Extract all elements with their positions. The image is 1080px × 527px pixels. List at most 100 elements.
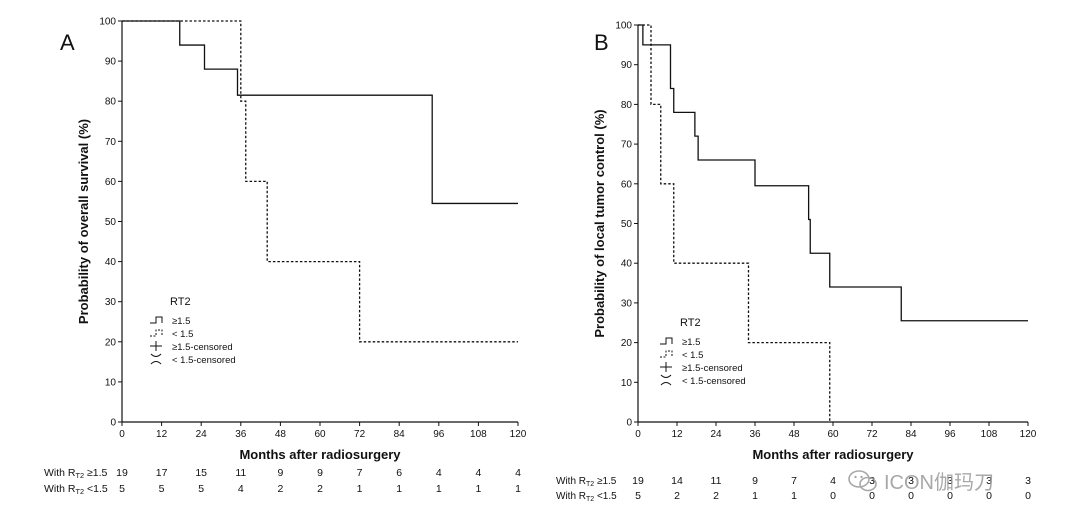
risk-table-value: 6 <box>396 467 402 479</box>
x-tick-label: 108 <box>981 429 998 440</box>
risk-table-value: 0 <box>1025 490 1031 502</box>
risk-table-row-label: With RT2 <1.5 <box>556 491 617 503</box>
risk-table-value: 4 <box>830 475 836 487</box>
x-tick-label: 0 <box>635 429 641 440</box>
risk-table-value: 3 <box>947 475 953 487</box>
y-tick-label: 10 <box>105 377 117 388</box>
y-tick-label: 30 <box>105 297 117 308</box>
legend-symbol-solid <box>660 337 673 345</box>
x-tick-label: 120 <box>510 429 527 440</box>
x-tick-label: 96 <box>433 429 445 440</box>
y-tick-label: 100 <box>99 17 116 28</box>
y-tick-label: 90 <box>621 60 633 71</box>
risk-table-value: 2 <box>317 483 323 495</box>
panel-label: B <box>594 30 609 55</box>
legend-title: RT2 <box>680 317 701 329</box>
risk-table-value: 1 <box>475 483 481 495</box>
y-tick-label: 60 <box>621 179 633 190</box>
risk-table-value: 9 <box>752 475 758 487</box>
x-tick-label: 48 <box>275 429 287 440</box>
risk-table-value: 15 <box>195 467 207 479</box>
risk-table-value: 7 <box>357 467 363 479</box>
risk-table-value: 5 <box>635 490 641 502</box>
y-axis-title: Probability of local tumor control (%) <box>592 109 607 337</box>
risk-table-value: 19 <box>632 475 644 487</box>
x-tick-label: 24 <box>196 429 208 440</box>
risk-table-value: 1 <box>791 490 797 502</box>
risk-table-value: 11 <box>711 475 722 487</box>
legend-symbol-dashed <box>150 329 163 337</box>
risk-table-value: 2 <box>713 490 719 502</box>
risk-table-value: 4 <box>515 467 521 479</box>
watermark-text: ICON伽玛刀 <box>884 472 994 494</box>
risk-table-value: 14 <box>671 475 683 487</box>
legend-symbol-censored-dashed <box>150 353 162 365</box>
risk-table-value: 5 <box>119 483 125 495</box>
x-tick-label: 0 <box>119 429 125 440</box>
y-tick-label: 30 <box>621 298 633 309</box>
risk-table-row-label: With RT2 ≥1.5 <box>44 467 108 480</box>
risk-table-value: 0 <box>869 490 875 502</box>
risk-table-value: 1 <box>357 483 363 495</box>
risk-table-value: 0 <box>830 490 836 502</box>
risk-table-value: 4 <box>475 467 481 479</box>
legend-entry: < 1.5 <box>682 350 703 361</box>
legend-entry: ≥1.5-censored <box>172 342 233 353</box>
risk-table-value: 2 <box>674 490 680 502</box>
y-tick-label: 40 <box>621 259 633 270</box>
x-tick-label: 12 <box>671 429 683 440</box>
risk-table-value: 1 <box>396 483 402 495</box>
panel-label: A <box>60 30 75 55</box>
risk-table-value: 4 <box>238 483 244 495</box>
y-tick-label: 90 <box>105 57 117 68</box>
risk-table-row-label: With RT2 ≥1.5 <box>556 476 617 488</box>
risk-table-value: 3 <box>908 475 914 487</box>
x-tick-label: 60 <box>314 429 326 440</box>
y-tick-label: 100 <box>615 21 632 32</box>
risk-table-value: 1 <box>752 490 758 502</box>
risk-table-value: 3 <box>1025 475 1031 487</box>
y-tick-label: 60 <box>105 177 117 188</box>
x-tick-label: 12 <box>156 429 168 440</box>
x-tick-label: 48 <box>788 429 800 440</box>
risk-table-value: 2 <box>277 483 283 495</box>
legend-title: RT2 <box>170 296 191 308</box>
risk-table-value: 5 <box>159 483 165 495</box>
risk-table-value: 0 <box>947 490 953 502</box>
risk-table-row-label: With RT2 <1.5 <box>44 483 108 496</box>
risk-table-value: 17 <box>156 467 168 479</box>
y-tick-label: 0 <box>626 418 632 429</box>
risk-table-value: 9 <box>277 467 283 479</box>
y-tick-label: 0 <box>110 418 116 429</box>
y-tick-label: 70 <box>621 140 633 151</box>
x-tick-label: 120 <box>1020 429 1037 440</box>
legend: RT2 ≥1.5 < 1.5 ≥1.5-censored < 1.5-censored <box>150 296 236 366</box>
x-tick-label: 36 <box>235 429 247 440</box>
x-tick-label: 24 <box>710 429 722 440</box>
legend-entry: ≥1.5 <box>172 316 190 327</box>
legend-entry: ≥1.5 <box>682 337 700 348</box>
y-tick-label: 70 <box>105 137 117 148</box>
risk-table-value: 3 <box>986 475 992 487</box>
risk-table-value: 7 <box>791 475 797 487</box>
legend-symbol-solid <box>150 316 163 324</box>
risk-table-value: 4 <box>436 467 442 479</box>
risk-table-value: 1 <box>436 483 442 495</box>
risk-table-value: 11 <box>235 467 246 479</box>
risk-table-value: 19 <box>116 467 128 479</box>
risk-table-value: 3 <box>869 475 875 487</box>
x-tick-label: 84 <box>394 429 406 440</box>
y-tick-label: 20 <box>105 337 117 348</box>
series-line-lt-1-5 <box>638 24 831 422</box>
series-line-lt-1-5 <box>122 20 518 343</box>
legend-entry: ≥1.5-censored <box>682 363 743 374</box>
x-tick-label: 108 <box>470 429 487 440</box>
x-tick-label: 72 <box>354 429 366 440</box>
y-tick-label: 50 <box>621 219 633 230</box>
x-axis-title: Months after radiosurgery <box>239 447 401 462</box>
risk-table-value: 5 <box>198 483 204 495</box>
y-tick-label: 80 <box>105 97 117 108</box>
